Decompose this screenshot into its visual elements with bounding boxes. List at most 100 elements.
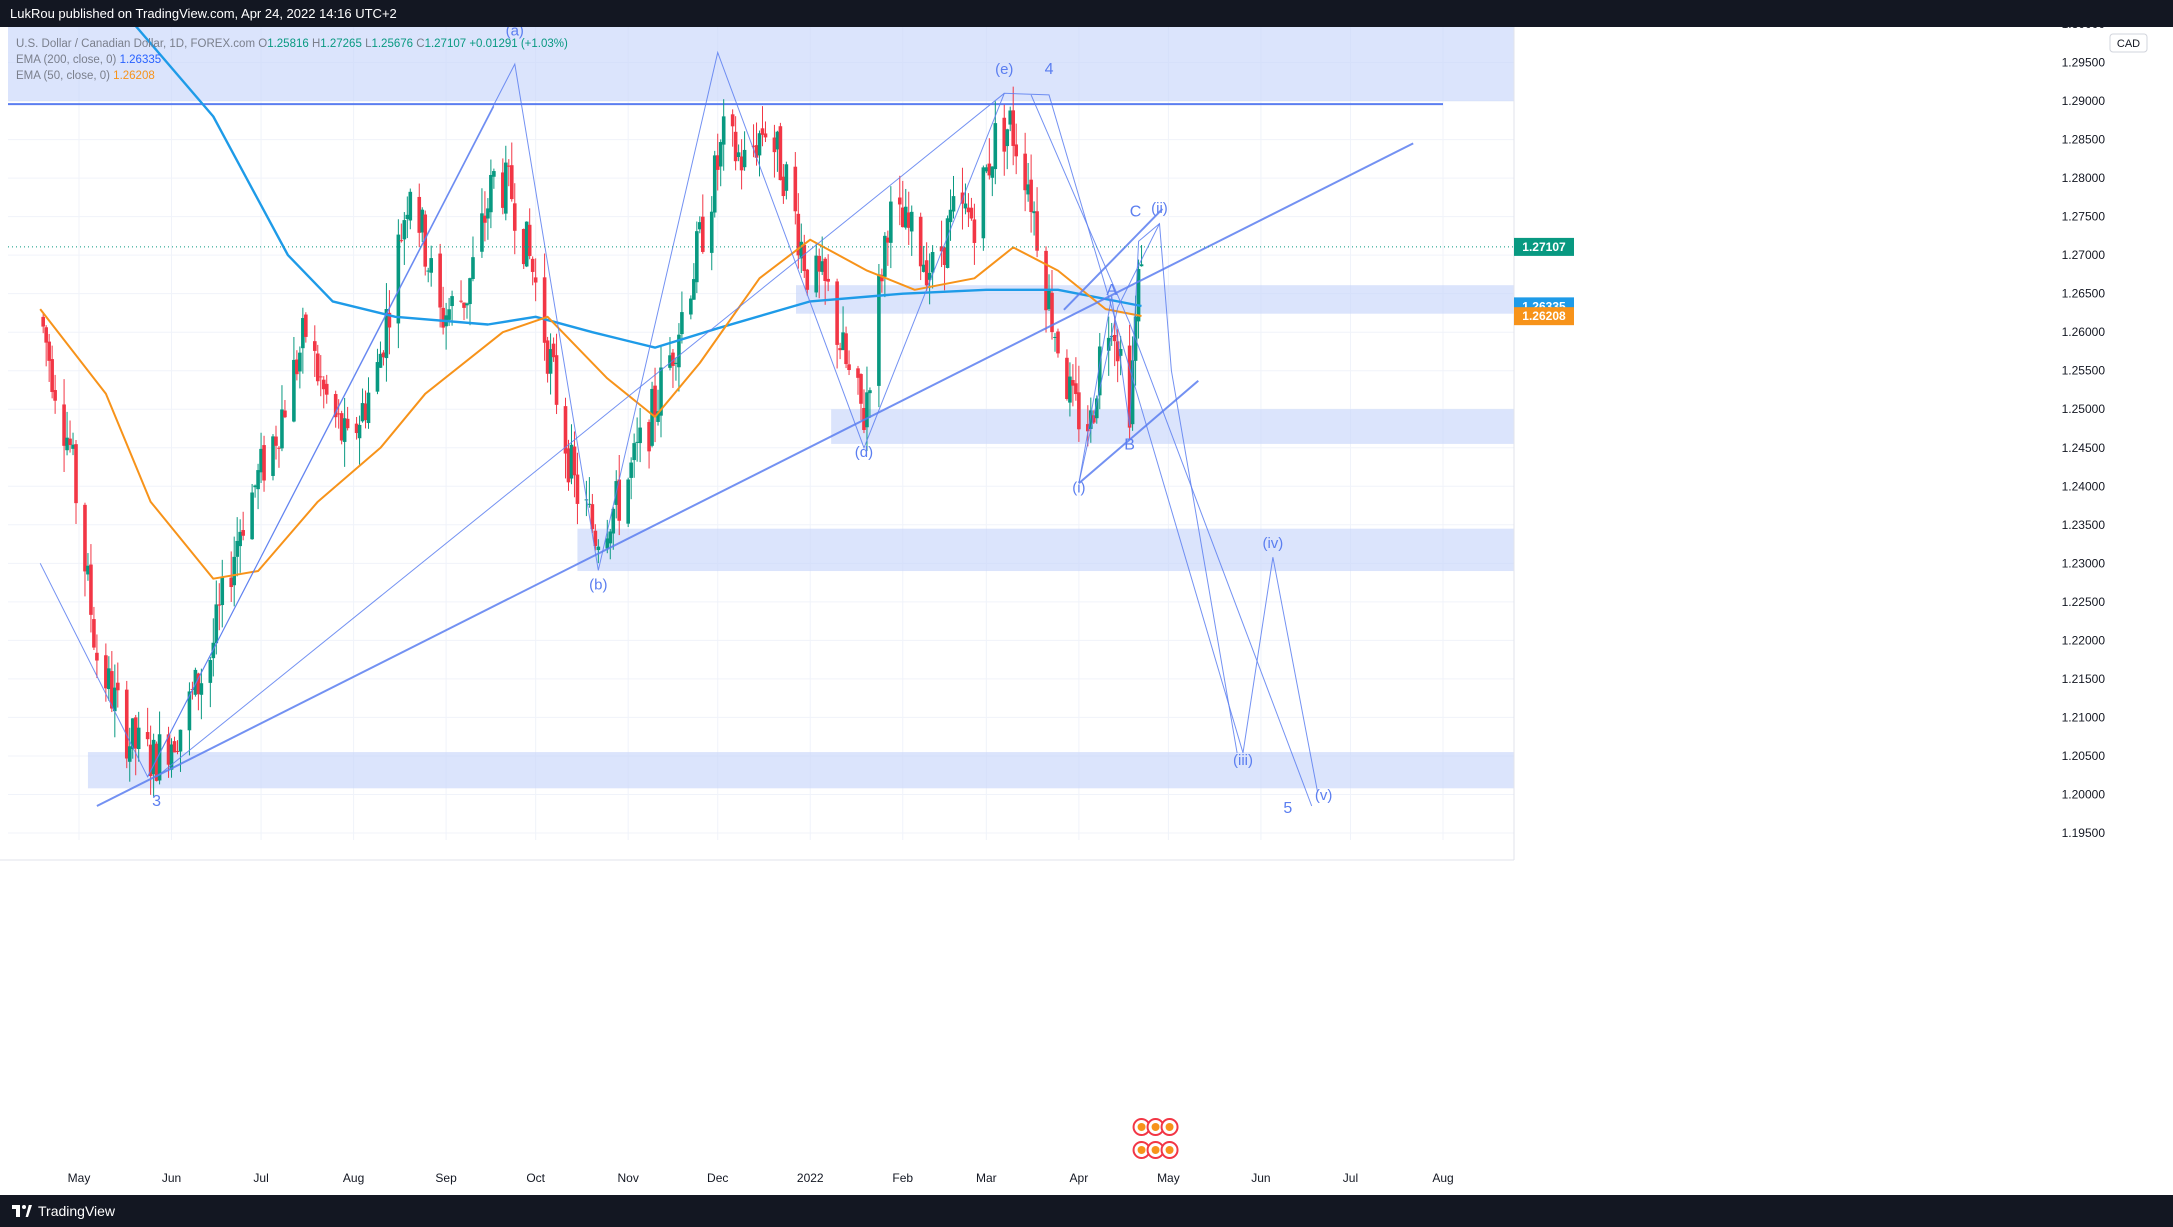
currency-label: CAD — [2117, 38, 2140, 50]
candle-body — [835, 281, 839, 345]
time-tick-label: Nov — [618, 1171, 639, 1185]
candle-body — [897, 197, 902, 205]
candle-body — [1127, 345, 1132, 428]
tradingview-logo[interactable]: TradingView — [12, 1202, 115, 1220]
price-tick-label: 1.30000 — [2062, 27, 2106, 31]
economic-events — [1132, 1118, 1179, 1159]
candle-body — [381, 352, 386, 358]
wave-channel-line — [156, 92, 1005, 778]
candle-body — [208, 660, 213, 683]
candle-body — [339, 413, 344, 441]
candle-body — [480, 213, 484, 252]
price-tick-label: 1.26000 — [2062, 325, 2106, 339]
time-tick-label: Sep — [435, 1171, 457, 1185]
candle-body — [674, 362, 678, 364]
candle-body — [880, 274, 884, 282]
candle-body — [796, 213, 801, 256]
ema200-line — [134, 27, 1142, 349]
candle-body — [465, 303, 469, 306]
candle-body — [739, 156, 744, 171]
candle-body — [593, 530, 598, 546]
time-axis: May Jun Jul Aug Sep Oct Nov Dec 2022 Feb Mar Apr May… — [0, 859, 1514, 1185]
candle-body — [199, 683, 204, 695]
candle-body — [62, 404, 66, 446]
price-chart[interactable]: 3(a)(b)(c)(d)(e)4ABC(ii)(i)(iii)(iv)5(v)… — [0, 27, 2173, 1195]
ema50-legend[interactable]: EMA (50, close, 0) 1.26208 — [16, 68, 568, 84]
candle-body — [262, 445, 266, 481]
currency-badge: CAD — [2109, 33, 2148, 53]
candle-body — [1086, 424, 1090, 432]
candle-body — [277, 447, 281, 449]
time-tick-label: Jun — [162, 1171, 181, 1185]
candle-body — [92, 619, 96, 648]
candle-body — [1068, 376, 1072, 403]
candle-body — [501, 172, 505, 208]
price-tick-label: 1.28500 — [2062, 133, 2106, 147]
candle-body — [730, 114, 735, 127]
candle-body — [438, 253, 442, 308]
candle-body — [948, 209, 953, 223]
event-flag-dot — [1151, 1146, 1160, 1154]
candle-body — [1023, 153, 1027, 191]
wave-label: A — [1106, 282, 1117, 299]
candle-body — [235, 540, 239, 557]
event-flag-dot — [1165, 1146, 1174, 1154]
lower-channel-line — [1078, 379, 1199, 484]
candle-body — [426, 270, 431, 272]
candle-body — [963, 203, 968, 209]
candle-body — [587, 503, 592, 505]
price-tick-label: 1.25000 — [2062, 402, 2106, 416]
candle-body — [629, 462, 633, 478]
candle-body — [632, 443, 636, 461]
ema50-label: EMA (50, close, 0) — [16, 70, 110, 82]
candle-body — [387, 312, 392, 328]
candle-body — [865, 392, 869, 428]
time-tick-label: Aug — [1432, 1171, 1453, 1185]
time-tick-label: May — [68, 1171, 91, 1185]
price-tick-label: 1.20000 — [2062, 787, 2106, 801]
ema200-legend[interactable]: EMA (200, close, 0) 1.26335 — [16, 52, 568, 68]
candle-body — [942, 247, 947, 266]
candle-body — [44, 327, 48, 343]
candle-body — [886, 237, 890, 243]
candle-body — [471, 257, 475, 279]
candle-body — [396, 234, 401, 324]
candle-body — [1115, 341, 1120, 362]
candle-body — [1002, 117, 1007, 152]
candle-body — [110, 671, 114, 709]
price-tick-label: 1.23500 — [2062, 518, 2106, 532]
candle-body — [1014, 144, 1018, 157]
candle-body — [814, 255, 819, 293]
candle-body — [220, 576, 225, 606]
ohlc-high-key: H — [311, 38, 321, 50]
ohlc-close-key: C — [416, 38, 425, 50]
ema200-label: EMA (200, close, 0) — [16, 54, 117, 66]
price-tick-label: 1.27000 — [2062, 248, 2106, 262]
candle-body — [820, 261, 824, 272]
candle-body — [283, 410, 287, 418]
last-price-tag-box — [1514, 237, 1574, 256]
moving-averages — [39, 27, 1142, 580]
candle-body — [1056, 331, 1060, 354]
candle-body — [605, 538, 610, 549]
wave-label: C — [1130, 204, 1142, 221]
primary-wave-path — [39, 50, 1319, 793]
candle-body — [429, 258, 433, 273]
candle-body — [1071, 380, 1075, 386]
candle-body — [318, 376, 323, 378]
wave-label: 3 — [152, 793, 161, 810]
candle-body — [259, 448, 263, 473]
candle-body — [668, 355, 672, 368]
tradingview-brand: TradingView — [38, 1203, 116, 1219]
ohlc-open-value: 1.25816 — [267, 38, 309, 50]
price-tick-label: 1.29500 — [2062, 56, 2106, 70]
candle-body — [363, 403, 368, 421]
candle-body — [71, 444, 75, 449]
candle-body — [563, 406, 568, 454]
candle-body — [545, 340, 550, 374]
candle-body — [486, 208, 490, 219]
candle-body — [280, 409, 284, 449]
candle-body — [972, 219, 977, 243]
candle-body — [256, 470, 260, 490]
candle-body — [459, 300, 463, 302]
